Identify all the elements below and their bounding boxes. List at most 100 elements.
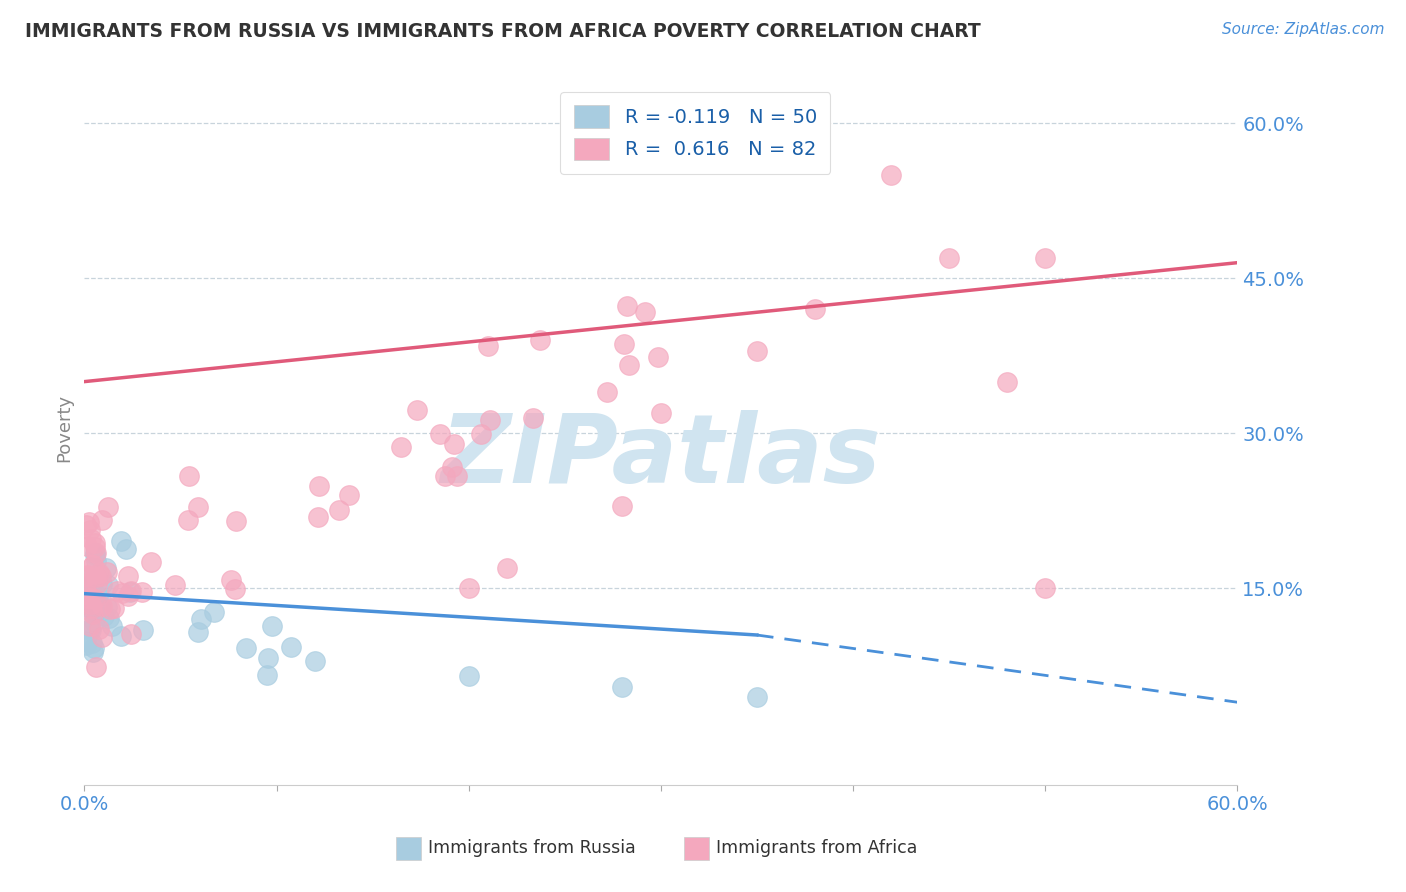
Point xyxy=(457,669,479,683)
Point xyxy=(94,561,117,575)
Point xyxy=(105,584,128,599)
Point xyxy=(647,350,669,364)
Point xyxy=(117,589,139,603)
Point xyxy=(405,403,427,417)
FancyBboxPatch shape xyxy=(395,837,420,860)
Text: IMMIGRANTS FROM RUSSIA VS IMMIGRANTS FROM AFRICA POVERTY CORRELATION CHART: IMMIGRANTS FROM RUSSIA VS IMMIGRANTS FRO… xyxy=(25,22,981,41)
Point xyxy=(83,591,105,606)
Point xyxy=(90,513,112,527)
Point xyxy=(77,570,100,584)
Point xyxy=(612,499,634,513)
Point xyxy=(470,427,492,442)
Point xyxy=(77,588,100,602)
Point xyxy=(280,640,302,654)
Point xyxy=(1033,251,1056,265)
Point xyxy=(79,623,101,637)
Point xyxy=(75,585,97,599)
Point xyxy=(187,624,209,639)
Point xyxy=(111,586,134,600)
Point xyxy=(190,612,212,626)
Point xyxy=(110,533,132,548)
Point xyxy=(141,555,163,569)
Point xyxy=(187,500,209,514)
Point xyxy=(260,619,283,633)
Point xyxy=(96,599,118,614)
Point xyxy=(339,488,361,502)
Legend: R = -0.119   N = 50, R =  0.616   N = 82: R = -0.119 N = 50, R = 0.616 N = 82 xyxy=(561,92,831,174)
Point xyxy=(77,594,100,608)
Point xyxy=(80,597,103,611)
Point xyxy=(91,599,114,613)
Point xyxy=(84,545,107,559)
Point xyxy=(76,579,98,593)
Point xyxy=(803,302,825,317)
Point xyxy=(496,561,519,575)
Point xyxy=(163,578,186,592)
Point xyxy=(96,566,118,580)
Point xyxy=(75,569,97,583)
Point xyxy=(93,608,115,623)
Point xyxy=(80,636,103,650)
Point xyxy=(84,597,107,611)
Point xyxy=(75,600,97,615)
Point xyxy=(80,533,103,547)
Point xyxy=(219,573,242,587)
Point xyxy=(522,410,544,425)
Point xyxy=(98,602,121,616)
Point xyxy=(429,427,451,442)
Point xyxy=(83,548,105,562)
Point xyxy=(745,343,768,358)
Point xyxy=(529,334,551,348)
Point xyxy=(235,640,257,655)
Point xyxy=(446,469,468,483)
Y-axis label: Poverty: Poverty xyxy=(55,394,73,462)
Point xyxy=(86,577,108,591)
Point xyxy=(84,594,107,608)
Point xyxy=(1033,582,1056,596)
Point xyxy=(257,651,280,665)
Point xyxy=(75,517,97,532)
Point xyxy=(89,566,111,580)
Point xyxy=(202,605,225,619)
Point xyxy=(880,168,903,182)
Point xyxy=(103,600,125,615)
Point xyxy=(457,582,479,596)
Point xyxy=(97,578,120,592)
Point xyxy=(80,601,103,615)
Point xyxy=(477,339,499,353)
Point xyxy=(90,577,112,591)
Point xyxy=(224,582,246,597)
Point xyxy=(98,611,121,625)
Point xyxy=(634,304,657,318)
Point xyxy=(307,509,329,524)
Point xyxy=(82,645,104,659)
Point xyxy=(75,576,97,591)
Point xyxy=(77,595,100,609)
Point xyxy=(440,460,463,475)
Point xyxy=(304,654,326,668)
Point xyxy=(114,542,136,557)
Point xyxy=(80,601,103,615)
Point xyxy=(76,539,98,553)
Point xyxy=(612,680,634,694)
Point xyxy=(479,413,502,427)
Point xyxy=(328,503,350,517)
Point xyxy=(76,568,98,582)
Point xyxy=(132,623,155,637)
Point xyxy=(613,337,636,351)
Point xyxy=(84,546,107,560)
Text: Source: ZipAtlas.com: Source: ZipAtlas.com xyxy=(1222,22,1385,37)
Point xyxy=(308,478,330,492)
Point xyxy=(650,406,672,420)
Point xyxy=(90,569,112,583)
Point xyxy=(77,584,100,599)
Point xyxy=(616,300,638,314)
Point xyxy=(82,607,104,622)
Point xyxy=(803,147,825,161)
Point xyxy=(177,513,200,527)
Point xyxy=(82,558,104,573)
Point xyxy=(97,500,120,515)
Point xyxy=(79,618,101,632)
Text: Immigrants from Russia: Immigrants from Russia xyxy=(427,839,636,857)
FancyBboxPatch shape xyxy=(683,837,709,860)
